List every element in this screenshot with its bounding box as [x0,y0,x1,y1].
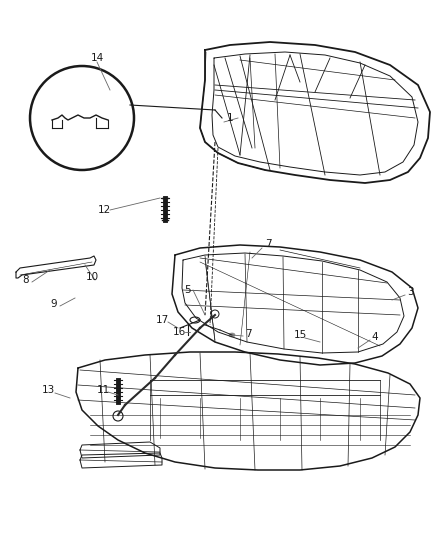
Text: 12: 12 [97,205,110,215]
Text: 15: 15 [293,330,306,340]
Text: 10: 10 [85,272,99,282]
Text: 8: 8 [23,275,29,285]
Text: 7: 7 [264,239,271,249]
Text: 1: 1 [226,113,233,123]
Text: 16: 16 [172,327,185,337]
Text: 5: 5 [184,285,191,295]
Ellipse shape [229,333,234,337]
Text: 7: 7 [244,329,251,339]
Text: 17: 17 [155,315,168,325]
Text: 9: 9 [50,299,57,309]
Text: 13: 13 [41,385,54,395]
Text: 4: 4 [371,332,378,342]
Text: 11: 11 [96,385,110,395]
Text: 3: 3 [406,287,412,297]
Text: 14: 14 [90,53,103,63]
